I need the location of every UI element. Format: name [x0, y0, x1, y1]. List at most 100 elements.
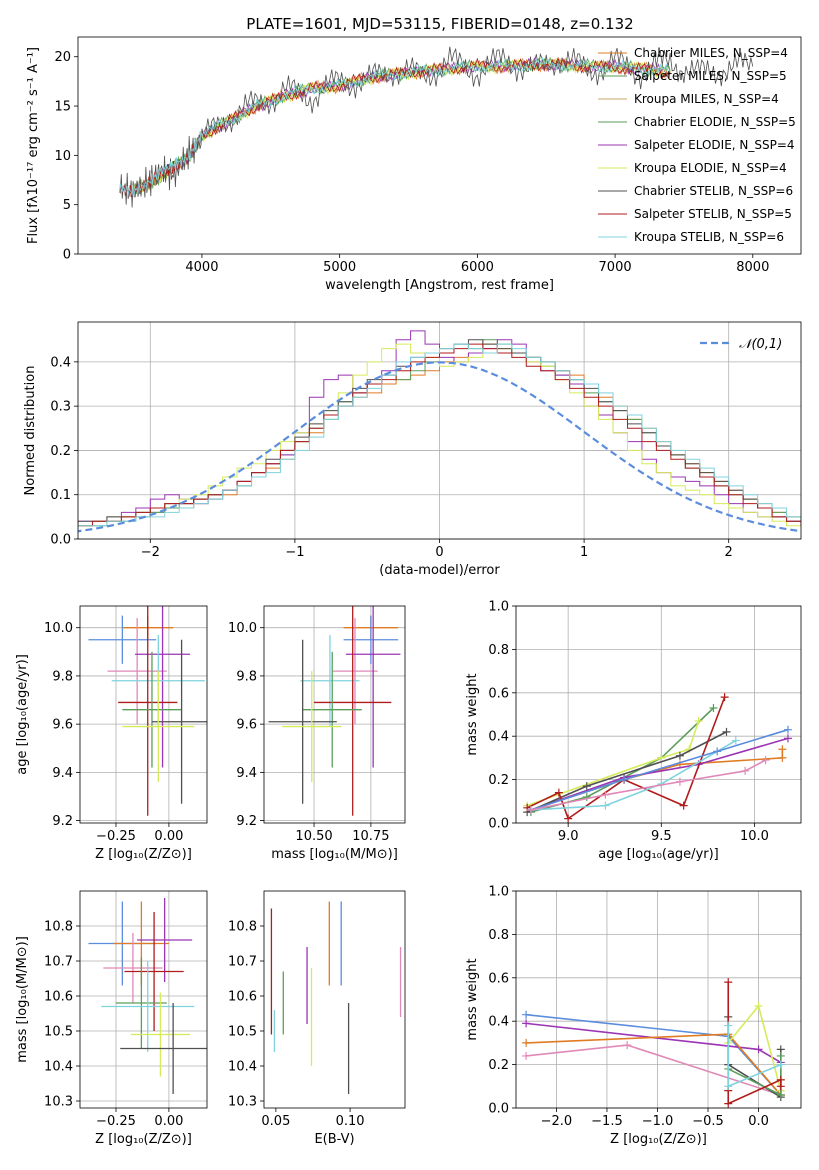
- x-tick-label: 5000: [323, 260, 356, 275]
- data-point-marker: [522, 1051, 531, 1060]
- y-tick-label: 0.4: [50, 355, 71, 370]
- data-point-marker: [601, 790, 610, 799]
- data-point-marker: [778, 745, 787, 754]
- y-tick-label: 10.6: [44, 990, 73, 1005]
- plot-area: [78, 330, 801, 533]
- errorbar-point: [345, 606, 401, 768]
- axes-panel: 9.0 9.5 10.0 0.0 0.2 0.4 0.6 0.8 1.0 age [log₁₀(a…: [465, 600, 802, 862]
- axes-panel: −2.0 −1.5 −1.0 −0.5 0.0 0.0 0.2 0.4 0.6 0.8 1.0 Z […: [465, 885, 802, 1147]
- errorbar-point: [282, 671, 342, 783]
- data-point-marker: [564, 814, 573, 823]
- y-tick-label: 9.6: [52, 718, 73, 733]
- y-tick-label: 9.8: [236, 669, 257, 684]
- y-tick-label: 0.6: [488, 971, 509, 986]
- y-tick-label: 9.8: [52, 669, 73, 684]
- legend: Chabrier MILES, N_SSP=4 Salpeter MILES, N…: [598, 46, 796, 244]
- mass-weight-series: [530, 737, 789, 811]
- histogram-series: [78, 343, 801, 527]
- data-point-marker: [776, 1051, 785, 1060]
- y-tick-label: 10.5: [228, 1025, 257, 1040]
- y-axis-label: Flux [fλ10⁻¹⁷ erg cm⁻² s⁻¹ A⁻¹]: [26, 47, 41, 244]
- x-tick-label: −1.0: [642, 1114, 674, 1129]
- data-point-marker: [675, 777, 684, 786]
- data-point-marker: [724, 1099, 733, 1108]
- x-tick-label: 9.5: [651, 829, 672, 844]
- legend-entry: Salpeter MILES, N_SSP=5: [634, 69, 787, 83]
- y-tick-label: 10.4: [44, 1060, 73, 1075]
- errorbar-point: [151, 639, 207, 804]
- legend-entry: Kroupa ELODIE, N_SSP=4: [634, 161, 787, 175]
- data-point-marker: [623, 1041, 632, 1050]
- x-tick-label: 0.05: [261, 1114, 290, 1129]
- x-tick-label: 4000: [185, 260, 218, 275]
- axes-panel: 0.05 0.10 10.3 10.4 10.5 10.6 10.7 10.8 E(B-V): [228, 890, 406, 1147]
- plot-area: [523, 693, 792, 823]
- y-tick-label: 0.1: [50, 488, 71, 503]
- data-point-marker: [522, 1010, 531, 1019]
- y-tick-label: 15: [54, 100, 71, 115]
- y-tick-label: 1.0: [488, 600, 509, 615]
- x-tick-label: −2.0: [541, 1114, 573, 1129]
- legend-entry: Chabrier ELODIE, N_SSP=5: [634, 115, 796, 129]
- errorbar-point: [268, 639, 337, 804]
- y-tick-label: 0.0: [50, 533, 71, 548]
- y-tick-label: 9.2: [52, 814, 73, 829]
- x-tick-label: 0.10: [336, 1114, 365, 1129]
- data-point-marker: [776, 1090, 785, 1099]
- spectrum-series-line: [132, 57, 671, 197]
- y-tick-label: 0.8: [488, 928, 509, 943]
- x-axis-label: Z [log₁₀(Z/Z⊙)]: [610, 1132, 707, 1147]
- x-tick-label: −1: [285, 545, 304, 560]
- plot-area: [118, 46, 754, 208]
- errorbar-point: [115, 957, 167, 1049]
- data-point-marker: [778, 753, 787, 762]
- x-tick-label: −0.25: [96, 829, 136, 844]
- plot-area: [268, 606, 401, 816]
- axes-frame: [79, 605, 208, 824]
- data-point-marker: [675, 751, 684, 760]
- axes-frame: [79, 890, 208, 1109]
- data-point-marker: [713, 747, 722, 756]
- y-axis-label: mass weight: [465, 958, 480, 1040]
- y-tick-label: 0.6: [488, 686, 509, 701]
- data-point-marker: [776, 1060, 785, 1069]
- plot-area: [522, 978, 785, 1108]
- x-tick-label: 6000: [461, 260, 494, 275]
- y-axis-label: Normed distribution: [23, 366, 38, 496]
- data-point-marker: [582, 792, 591, 801]
- data-point-marker: [724, 1082, 733, 1091]
- data-point-marker: [694, 717, 703, 726]
- histogram-series: [78, 343, 801, 527]
- errorbar-point: [302, 651, 362, 768]
- y-tick-label: 0.2: [50, 444, 71, 459]
- y-tick-label: 10.3: [44, 1095, 73, 1110]
- y-tick-label: 10.3: [228, 1095, 257, 1110]
- plot-area: [270, 901, 402, 1094]
- y-tick-label: 10.0: [228, 621, 257, 636]
- mass-weight-series: [530, 728, 789, 811]
- x-axis-label: mass [log₁₀(M/M⊙)]: [271, 847, 398, 862]
- axes-frame: [515, 890, 802, 1109]
- x-axis-label: Z [log₁₀(Z/Z⊙)]: [95, 1132, 192, 1147]
- x-tick-label: 0.00: [154, 829, 183, 844]
- y-tick-label: 10.7: [44, 955, 73, 970]
- x-tick-label: 10.50: [295, 829, 332, 844]
- x-tick-label: 0.0: [748, 1114, 769, 1129]
- y-tick-label: 0.0: [488, 817, 509, 832]
- x-tick-label: −0.25: [96, 1114, 136, 1129]
- data-point-marker: [783, 734, 792, 743]
- legend-entry: Kroupa STELIB, N_SSP=6: [634, 230, 784, 244]
- y-tick-label: 0.4: [488, 730, 509, 745]
- data-point-marker: [731, 736, 740, 745]
- data-point-marker: [754, 1002, 763, 1011]
- y-axis-label: mass [log₁₀(M/M⊙)]: [15, 936, 30, 1063]
- errorbar-point: [118, 606, 178, 816]
- data-point-marker: [522, 1038, 531, 1047]
- y-tick-label: 10: [54, 149, 71, 164]
- y-tick-label: 10.6: [228, 990, 257, 1005]
- x-axis-label: (data-model)/error: [379, 563, 500, 578]
- y-tick-label: 0.0: [488, 1102, 509, 1117]
- legend: 𝒩(0,1): [700, 337, 782, 352]
- legend-entry: Chabrier MILES, N_SSP=4: [634, 46, 788, 60]
